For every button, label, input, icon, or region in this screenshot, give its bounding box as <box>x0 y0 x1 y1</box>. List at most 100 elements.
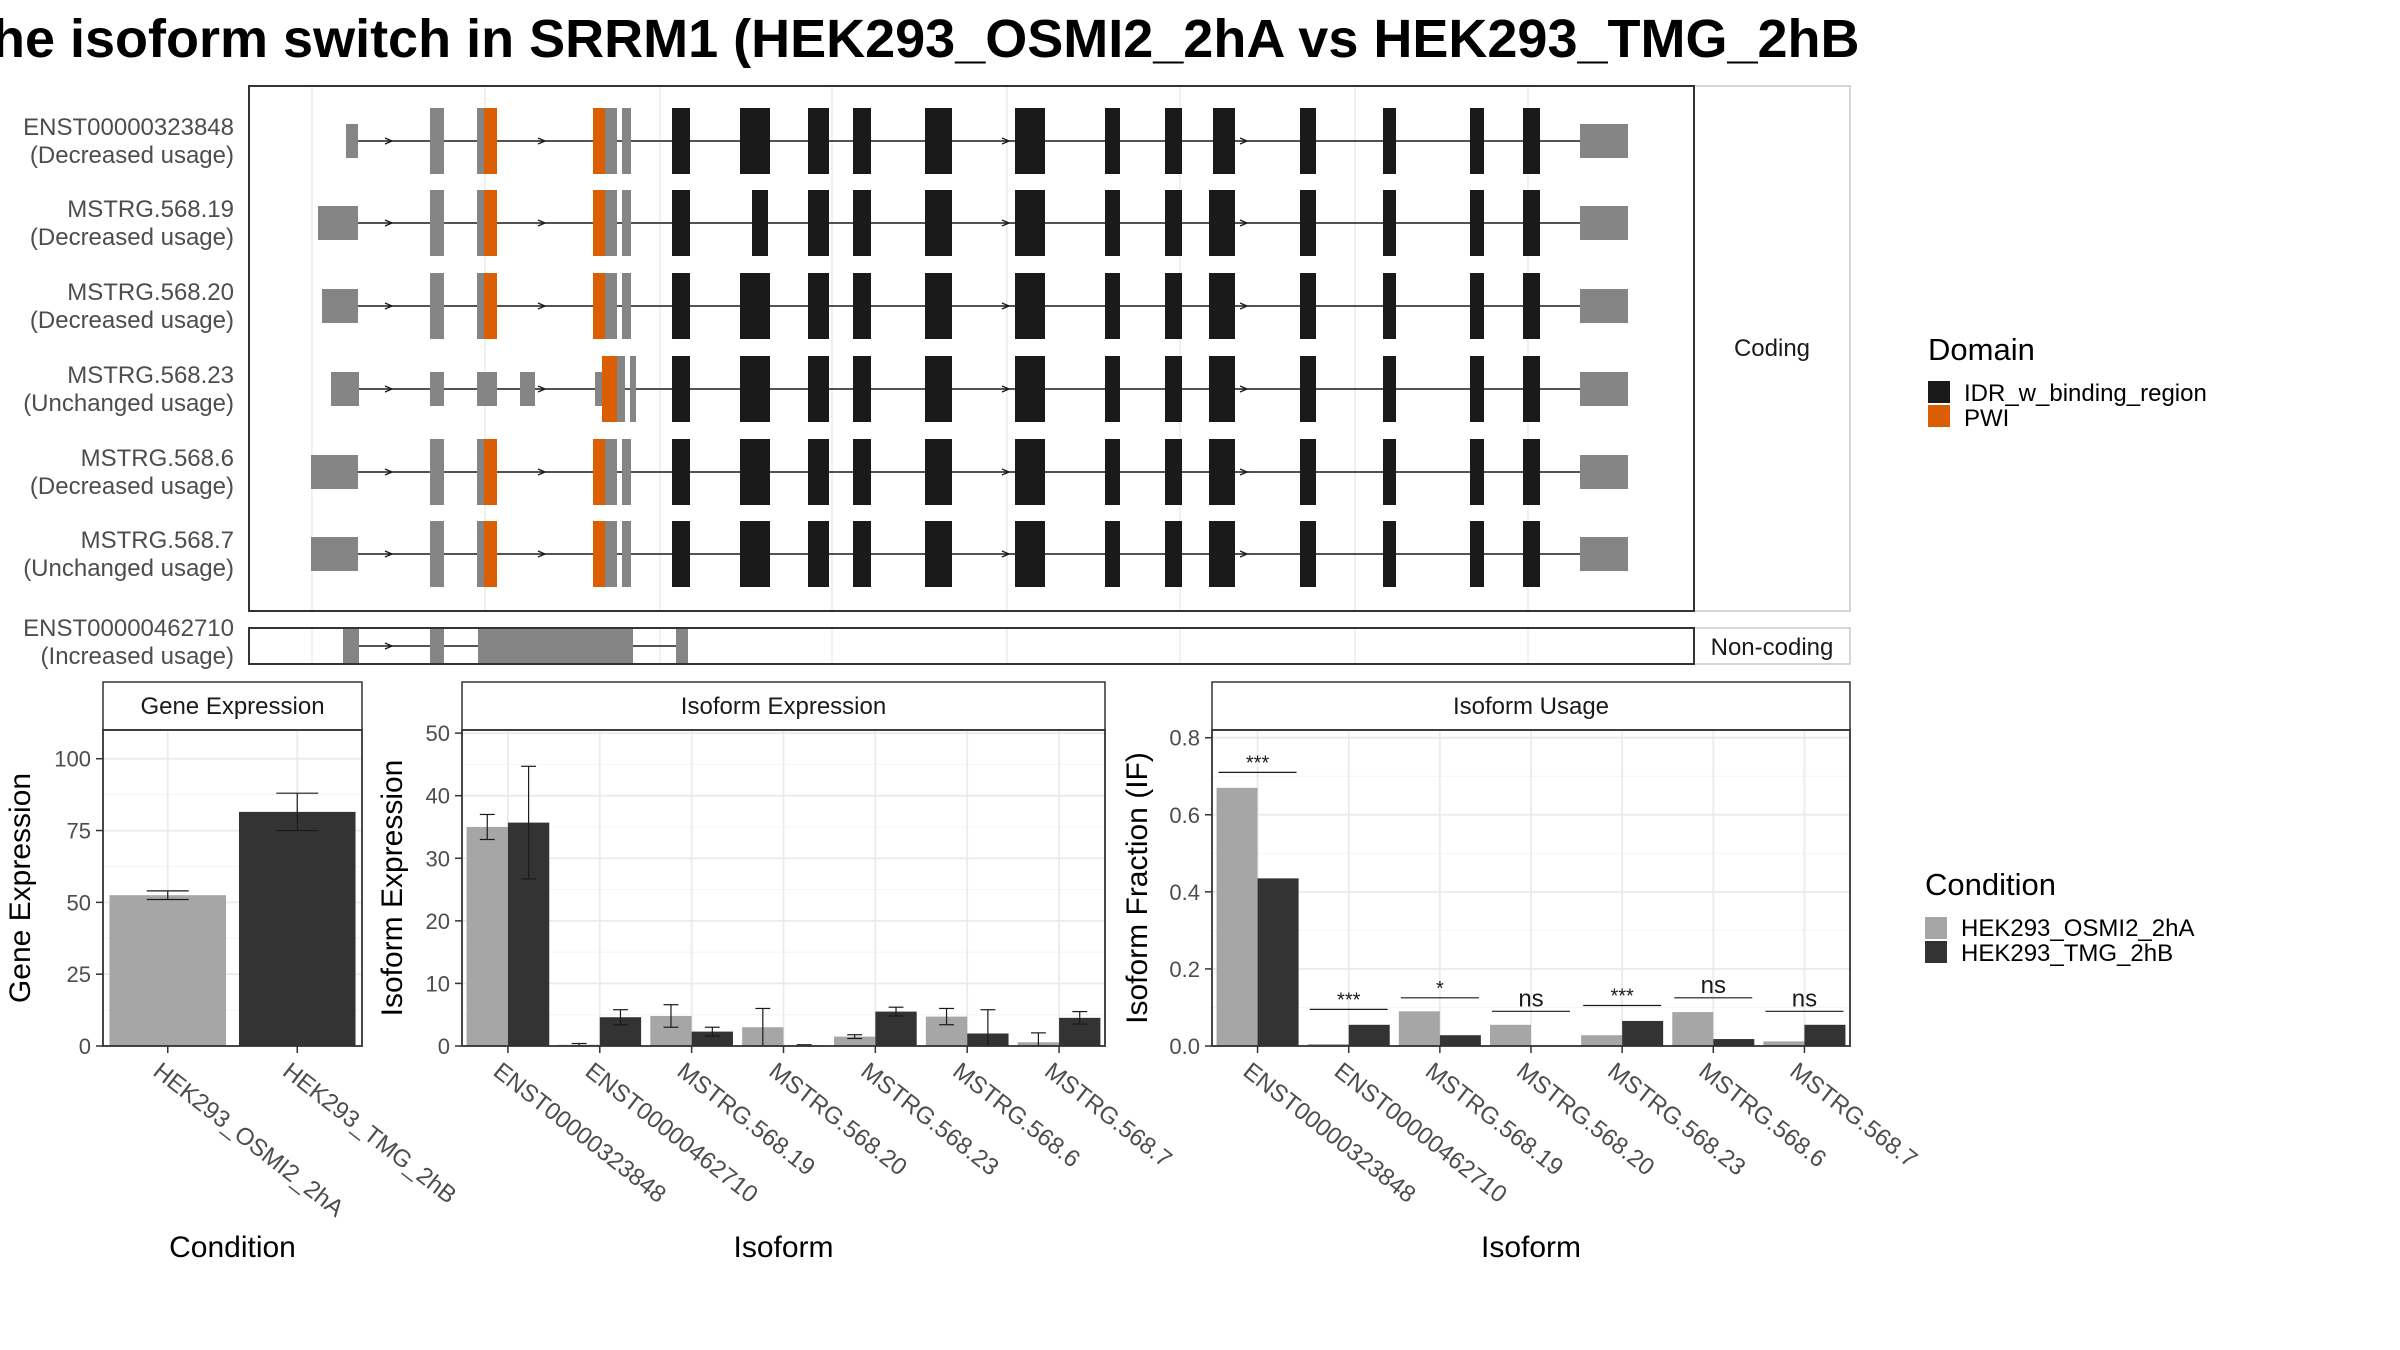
transcript-row: MSTRG.568.7(Unchanged usage) <box>23 521 1628 587</box>
y-axis-title: Isoform Expression <box>376 760 409 1017</box>
exon <box>311 537 358 571</box>
strand-arrow-icon <box>1001 385 1011 393</box>
exon <box>477 521 484 587</box>
exon <box>1015 273 1045 339</box>
exon <box>430 190 444 256</box>
bar <box>109 895 227 1046</box>
bar <box>1804 1024 1846 1046</box>
exon <box>430 108 444 174</box>
exon <box>593 108 605 174</box>
y-tick-label: 40 <box>426 784 450 809</box>
legend-swatch-pwi <box>1928 405 1950 427</box>
exon <box>672 108 690 174</box>
significance-label: *** <box>1337 989 1361 1011</box>
bar <box>1672 1012 1714 1046</box>
y-tick-label: 75 <box>67 819 91 844</box>
x-axis-title: Isoform <box>733 1231 833 1264</box>
exon <box>1300 190 1316 256</box>
exon <box>484 521 497 587</box>
chart-title: Isoform Expression <box>681 693 886 720</box>
bar <box>1439 1035 1481 1046</box>
exon <box>1580 124 1628 158</box>
transcript-id: ENST00000323848 <box>23 114 234 141</box>
bar <box>1348 1024 1390 1046</box>
exon <box>808 273 829 339</box>
legend-swatch-osmi <box>1925 917 1947 939</box>
exon <box>1015 108 1045 174</box>
transcript-row: MSTRG.568.20(Decreased usage) <box>30 273 1628 339</box>
strand-arrow-icon <box>537 137 547 145</box>
exon <box>605 108 617 174</box>
exon <box>1300 108 1316 174</box>
exon <box>853 190 871 256</box>
exon <box>1300 439 1316 505</box>
strand-arrow-icon <box>384 137 394 145</box>
exon <box>925 521 952 587</box>
exon <box>1209 273 1217 339</box>
bar <box>1307 1044 1349 1046</box>
transcript-row: MSTRG.568.23(Unchanged usage) <box>23 356 1628 422</box>
chart-strip <box>1211 681 1851 731</box>
exon <box>672 521 690 587</box>
exon <box>1300 356 1316 422</box>
bar <box>1257 878 1299 1046</box>
y-tick-label: 0.8 <box>1169 726 1200 751</box>
exon <box>740 356 770 422</box>
exon <box>593 190 605 256</box>
bar <box>466 826 508 1046</box>
transcript-usage: (Unchanged usage) <box>23 555 234 582</box>
transcript-rows: ENST00000323848(Decreased usage) MSTRG.56… <box>23 108 1628 670</box>
significance-label: ns <box>1792 985 1817 1012</box>
legend-label-tmg: HEK293_TMG_2hB <box>1961 940 2173 967</box>
exon <box>1383 439 1396 505</box>
y-tick-label: 10 <box>426 971 450 996</box>
exon <box>853 356 871 422</box>
exon <box>484 108 497 174</box>
exon <box>740 439 770 505</box>
exon <box>622 108 631 174</box>
exon <box>672 356 690 422</box>
exon <box>1383 521 1396 587</box>
strand-arrow-icon <box>1001 550 1011 558</box>
exon <box>1213 273 1235 339</box>
exon <box>853 273 871 339</box>
exon <box>1015 439 1045 505</box>
exon <box>605 273 617 339</box>
exon <box>1470 439 1484 505</box>
transcript-usage: (Decreased usage) <box>30 142 234 169</box>
x-tick-label: ENST00000323848 <box>488 1057 671 1208</box>
y-tick-label: 30 <box>426 846 450 871</box>
exon <box>484 273 497 339</box>
exon <box>1523 439 1540 505</box>
exon <box>925 190 952 256</box>
strand-arrow-icon <box>1001 137 1011 145</box>
exon <box>1470 108 1484 174</box>
strand-arrow-icon <box>537 385 547 393</box>
exon <box>430 629 444 663</box>
strand-arrow-icon <box>1001 468 1011 476</box>
exon <box>740 273 770 339</box>
y-tick-label: 0 <box>438 1034 450 1059</box>
condition-legend-title: Condition <box>1925 867 2056 902</box>
y-tick-label: 100 <box>54 747 91 772</box>
bar <box>875 1011 917 1046</box>
bar <box>238 811 356 1046</box>
isoform-usage-chart: Isoform Usage******* ns *** ns ns0.00.20.40.… <box>1121 681 1922 1264</box>
exon <box>1580 455 1628 489</box>
exon <box>1165 356 1182 422</box>
exon <box>1165 439 1182 505</box>
transcript-structure-panel: Coding Non-coding ENST00000323848(Decrea… <box>23 85 1851 670</box>
exon <box>1105 108 1120 174</box>
bar <box>1581 1035 1623 1046</box>
transcript-id: ENST00000462710 <box>23 615 234 642</box>
exon <box>676 629 688 663</box>
domain-legend: Domain IDR_w_binding_region PWI <box>1928 332 2207 432</box>
bar <box>691 1031 733 1046</box>
x-axis-title: Isoform <box>1481 1231 1581 1264</box>
exon <box>853 439 871 505</box>
strip-label-coding: Coding <box>1734 335 1810 362</box>
exon <box>1105 439 1120 505</box>
exon <box>520 372 535 406</box>
exon <box>752 190 768 256</box>
